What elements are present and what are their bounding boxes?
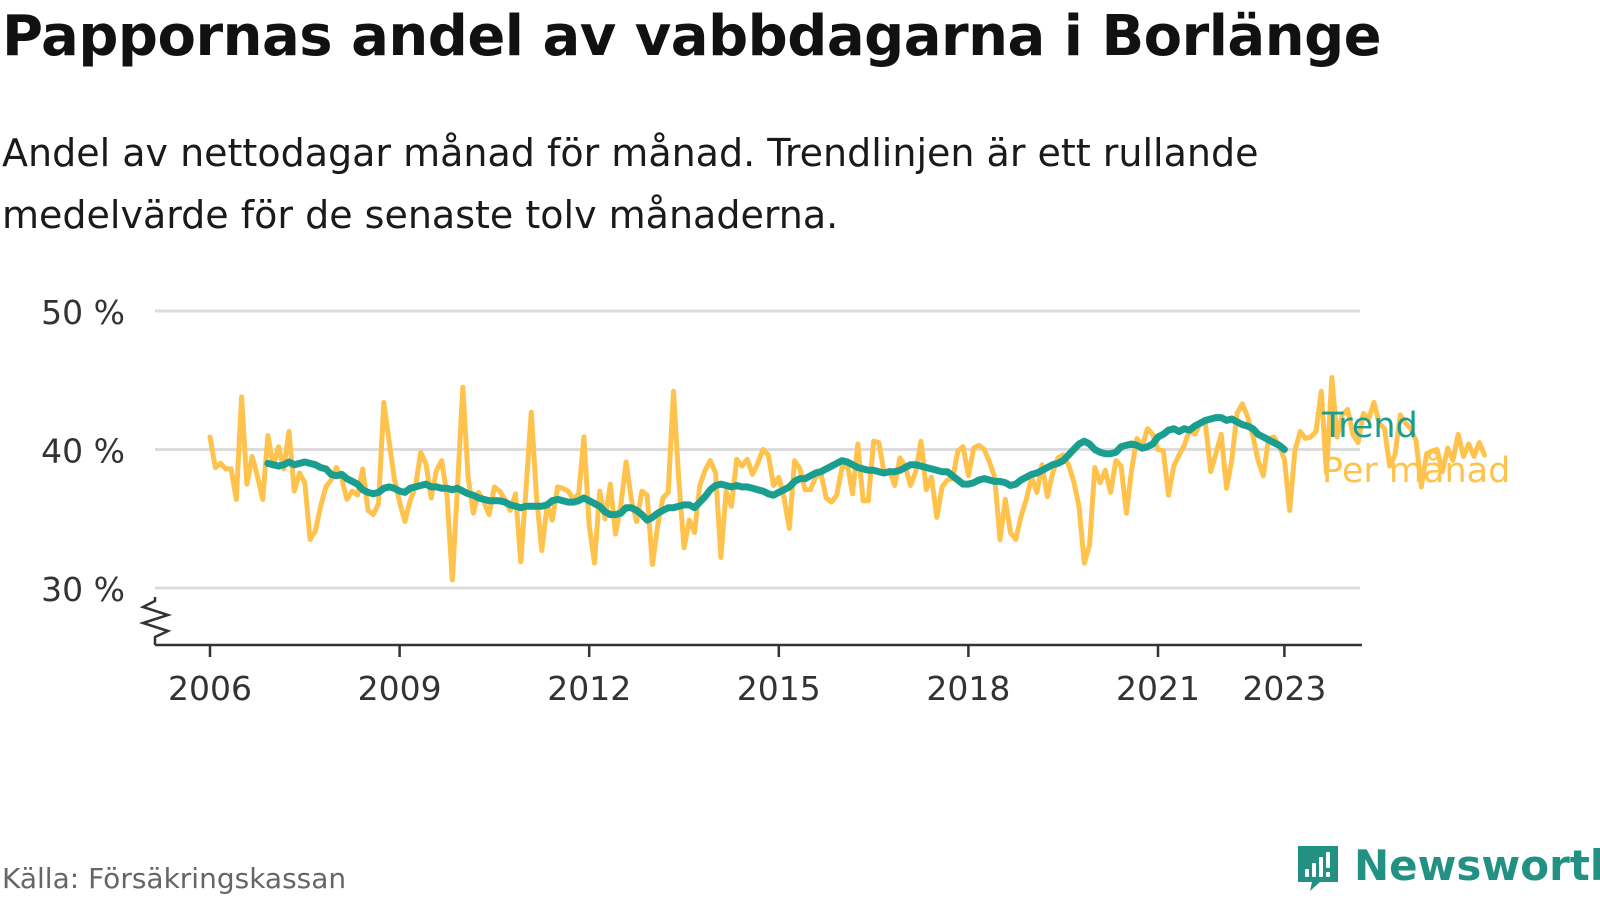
x-tick-label: 2012 <box>547 669 631 708</box>
trend-line <box>264 414 1288 524</box>
x-tick-label: 2009 <box>358 669 442 708</box>
x-tick-label: 2015 <box>737 669 821 708</box>
y-tick-label: 30 % <box>41 570 125 609</box>
x-axis: 2006 2009 2012 2015 2018 2021 2023 <box>155 643 1362 708</box>
line-chart: 30 % 40 % 50 % 2006 2009 2012 2015 2018 2021 202… <box>41 293 1510 708</box>
brand-logo: Newsworthy <box>1294 840 1600 900</box>
axis-break-mark <box>138 597 173 645</box>
y-tick-label: 40 % <box>41 432 125 471</box>
newsworthy-logo-icon <box>1298 846 1338 891</box>
brand-name: Newsworthy <box>1354 841 1600 890</box>
y-axis: 30 % 40 % 50 % <box>41 293 173 645</box>
chart-subtitle: Andel av nettodagar månad för månad. Tre… <box>2 131 1259 237</box>
x-tick-label: 2018 <box>926 669 1010 708</box>
series-lines <box>207 375 1487 583</box>
x-tick-label: 2006 <box>168 669 252 708</box>
legend-label-trend: Trend <box>1321 406 1418 446</box>
x-tick-label: 2021 <box>1116 669 1200 708</box>
legend-label-monthly: Per månad <box>1322 450 1510 491</box>
source-note: Källa: Försäkringskassan <box>2 862 347 895</box>
monthly-line <box>207 375 1487 583</box>
chart-title: Pappornas andel av vabbdagarna i Borläng… <box>2 4 1382 69</box>
x-tick-label: 2023 <box>1242 669 1326 708</box>
y-tick-label: 50 % <box>41 293 125 332</box>
